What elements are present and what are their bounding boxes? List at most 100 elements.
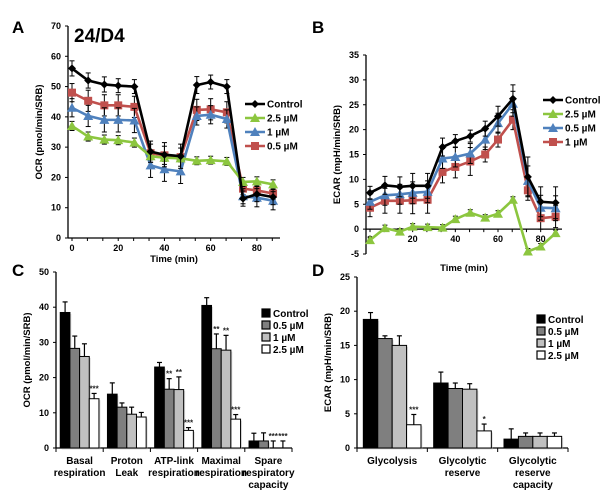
bar-control — [433, 382, 449, 449]
y-tick-label: 20 — [51, 172, 61, 182]
y-tick-label: 20 — [340, 306, 350, 316]
legend-item-control: Control — [536, 314, 584, 326]
marker-triangle — [365, 235, 375, 245]
category-label: reserve — [445, 468, 481, 479]
marker-triangle — [113, 135, 124, 145]
legend-label: 1 µM — [273, 333, 295, 344]
marker-diamond — [84, 76, 93, 85]
category-label: Glycolysis — [367, 456, 417, 467]
legend-label: 0.5 µM — [267, 142, 298, 153]
marker-square — [508, 115, 517, 124]
significance-marker: *** — [409, 405, 419, 414]
y-axis-title: ECAR (mpH/min/SRB) — [332, 105, 343, 204]
marker-diamond — [366, 188, 374, 197]
legend-item-1-m: 1 µM — [245, 127, 289, 139]
x-axis-title: Time (min) — [150, 254, 198, 265]
marker-diamond — [100, 80, 109, 89]
category-label: respiration — [195, 468, 247, 479]
legend-item-0-5-m: 0.5 µM — [245, 142, 298, 153]
marker-diamond — [68, 64, 76, 73]
category-label: respiration — [54, 468, 106, 479]
significance-marker: ** — [176, 368, 183, 377]
bar-1-m — [462, 388, 478, 449]
legend-label: 1 µM — [267, 128, 289, 139]
y-tick-label: 0 — [354, 224, 359, 234]
marker-diamond — [438, 143, 447, 152]
category-label: Glycolytic — [509, 456, 557, 467]
y-axis-title: OCR (pmol/min/SRB) — [22, 313, 33, 408]
significance-marker: *** — [231, 406, 241, 415]
legend-item-0-5-m: 0.5 µM — [536, 326, 579, 338]
legend-label: 2.5 µM — [267, 114, 298, 125]
marker-triangle — [465, 207, 476, 217]
bar-0-5-m — [377, 338, 393, 449]
marker-diamond — [523, 172, 532, 181]
series-line — [369, 197, 557, 254]
legend-swatch — [261, 308, 271, 318]
x-tick-label: 80 — [536, 234, 546, 244]
legend-swatch — [536, 314, 546, 324]
legend-label: 1 µM — [565, 138, 587, 149]
category-label: Basal — [66, 456, 93, 467]
bar-1-m — [220, 349, 232, 449]
legend-label: 0.5 µM — [548, 327, 579, 338]
marker-triangle — [450, 151, 461, 161]
significance-marker: *** — [269, 432, 279, 441]
marker-diamond — [252, 190, 261, 199]
y-tick-label: 10 — [51, 203, 61, 213]
y-tick-label: 10 — [39, 408, 49, 418]
x-tick-label: 40 — [159, 243, 169, 253]
y-tick-label: 25 — [349, 100, 359, 110]
y-tick-label: 70 — [51, 21, 61, 31]
marker-diamond — [176, 152, 185, 161]
marker-square — [130, 102, 139, 111]
marker-triangle — [394, 226, 405, 236]
bar-control — [106, 393, 118, 449]
marker-triangle — [379, 223, 390, 233]
marker-diamond — [222, 82, 231, 91]
bar-1-m — [532, 435, 548, 449]
bar-0-5-m — [447, 387, 463, 449]
bar-0-5-m — [69, 347, 81, 449]
y-tick-label: 15 — [349, 150, 359, 160]
legend-swatch — [261, 332, 271, 342]
bar-2-5-m — [546, 435, 563, 449]
significance-marker: *** — [89, 384, 99, 393]
legend-item-0-5-m: 0.5 µM — [261, 320, 304, 332]
legend-item-2-5-m: 2.5 µM — [536, 350, 579, 362]
bar-control — [59, 311, 71, 449]
marker-triangle — [113, 114, 124, 124]
legend-swatch — [261, 320, 271, 330]
marker-triangle — [535, 241, 546, 251]
x-tick-label: 20 — [408, 234, 418, 244]
y-tick-label: 15 — [340, 340, 350, 350]
category-label: respiratory — [242, 468, 295, 479]
legend-label: 2.5 µM — [548, 351, 579, 362]
category-label: capacity — [248, 480, 288, 491]
y-tick-label: 30 — [39, 337, 49, 347]
bar-control — [503, 438, 519, 449]
significance-marker: ** — [213, 325, 220, 334]
bar-0-5-m — [211, 348, 222, 449]
marker-diamond — [395, 182, 404, 191]
y-tick-label: 20 — [39, 373, 49, 383]
marker-triangle — [145, 160, 156, 170]
legend-label: Control — [273, 309, 309, 320]
marker-diamond — [114, 81, 123, 90]
marker-triangle — [268, 179, 279, 189]
series-control — [366, 84, 560, 220]
marker-square — [549, 138, 557, 146]
marker-square — [100, 101, 109, 110]
marker-triangle — [422, 222, 433, 232]
marker-diamond — [551, 198, 560, 207]
significance-marker: ** — [223, 326, 230, 335]
significance-marker: * — [483, 415, 487, 424]
marker-triangle — [250, 113, 260, 122]
marker-triangle — [465, 148, 476, 158]
y-tick-label: 40 — [51, 112, 61, 122]
category-glycolysis: Glycolysis *** — [362, 311, 423, 467]
panel-letter-d: D — [312, 261, 324, 280]
